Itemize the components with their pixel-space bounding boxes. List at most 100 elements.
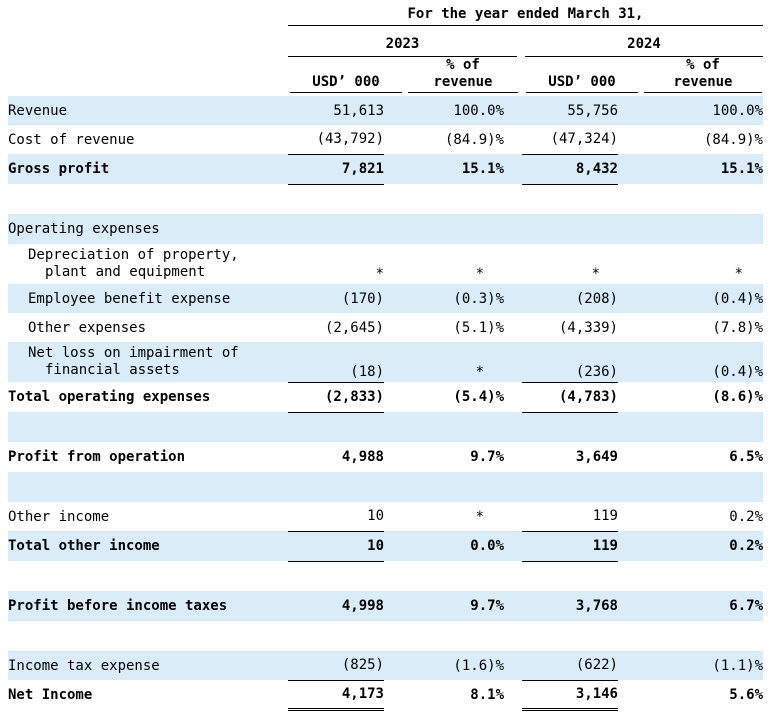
year-2024-header: 2024 bbox=[627, 36, 661, 52]
table-row: Gross profit 7,821 15.1% 8,432 15.1% bbox=[8, 154, 763, 185]
pct-2024: (0.4)% bbox=[636, 284, 763, 313]
spacer-row bbox=[8, 472, 763, 502]
row-label: Total other income bbox=[8, 531, 288, 561]
pct-2024: (7.8)% bbox=[712, 319, 763, 336]
value-2023: 10 bbox=[288, 531, 384, 562]
table-row: Total operating expenses (2,833) (5.4)% … bbox=[8, 382, 763, 413]
value-2023: 4,173 bbox=[288, 680, 384, 711]
pct-2024: (1.1)% bbox=[636, 651, 763, 680]
col-pct-2024: % of revenue bbox=[644, 57, 762, 91]
table-row: Other expenses (2,645) (5.1)% (4,339) (7… bbox=[8, 313, 763, 342]
value-2023: 10 bbox=[288, 502, 384, 532]
period-rule bbox=[288, 25, 763, 26]
value-2024: 3,146 bbox=[522, 680, 618, 711]
pct-2024: 0.2% bbox=[636, 531, 763, 561]
period-header: For the year ended March 31, bbox=[407, 6, 644, 22]
spacer-row bbox=[8, 412, 763, 442]
table-row: Operating expenses bbox=[8, 214, 763, 244]
row-label: Net Income bbox=[8, 686, 93, 703]
col-usd-2023-rule bbox=[290, 92, 402, 93]
spacer-row bbox=[8, 184, 763, 214]
row-label: Other income bbox=[8, 508, 110, 525]
pct-2023: 9.7% bbox=[402, 591, 504, 621]
value-2024: 8,432 bbox=[522, 154, 618, 185]
col-pct-2023: % of revenue bbox=[408, 57, 518, 91]
row-label: Other expenses bbox=[28, 319, 147, 336]
pct-2024: 0.2% bbox=[729, 508, 763, 525]
pct-2023: (84.9)% bbox=[444, 131, 504, 148]
table-row: Net Income 4,173 8.1% 3,146 5.6% bbox=[8, 680, 763, 711]
value-2024: 3,768 bbox=[522, 591, 618, 621]
value-2023: (170) bbox=[288, 284, 384, 313]
pct-2024: 5.6% bbox=[729, 686, 763, 703]
col-pct-2024-rule bbox=[644, 92, 762, 93]
pct-2023: 15.1% bbox=[402, 154, 504, 184]
value-2024: * bbox=[591, 266, 600, 282]
pct-2024: (0.4)% bbox=[636, 342, 763, 382]
year-2023-rule bbox=[288, 56, 517, 57]
pct-2024: 6.7% bbox=[636, 591, 763, 621]
row-label-line2: plant and equipment bbox=[45, 264, 206, 280]
pct-2023: (1.6)% bbox=[402, 651, 504, 680]
table-row: Other income 10 * 119 0.2% bbox=[8, 502, 763, 532]
col-usd-2024-rule bbox=[526, 92, 638, 93]
table-row: Total other income 10 0.0% 119 0.2% bbox=[8, 531, 763, 562]
table-row: Net loss on impairment of financial asse… bbox=[8, 342, 763, 383]
value-2023: * bbox=[375, 266, 384, 282]
table-row: Income tax expense (825) (1.6)% (622) (1… bbox=[8, 651, 763, 681]
spacer-row bbox=[8, 561, 763, 591]
value-2023: (2,645) bbox=[324, 319, 384, 336]
pct-2023: * bbox=[475, 508, 484, 525]
pct-2023: (5.4)% bbox=[453, 389, 504, 405]
pct-2023: 8.1% bbox=[470, 686, 504, 703]
year-2023-header: 2023 bbox=[385, 36, 420, 52]
value-2024: 119 bbox=[522, 531, 618, 562]
row-label-line2: financial assets bbox=[45, 362, 180, 378]
value-2023: (18) bbox=[288, 342, 384, 383]
table-row: Cost of revenue (43,792) (84.9)% (47,324… bbox=[8, 125, 763, 155]
value-2024: (4,339) bbox=[558, 319, 618, 336]
value-2024: 119 bbox=[522, 502, 618, 532]
table-row: Revenue 51,613 100.0% 55,756 100.0% bbox=[8, 96, 763, 125]
col-pct-2024-line1: % of bbox=[686, 57, 720, 73]
pct-2023: 100.0% bbox=[402, 96, 504, 125]
row-label: Depreciation of property, plant and equi… bbox=[8, 244, 288, 284]
value-2023: (2,833) bbox=[288, 382, 384, 413]
table-row: Depreciation of property, plant and equi… bbox=[8, 244, 763, 284]
pct-2024: 100.0% bbox=[636, 96, 763, 125]
row-label: Gross profit bbox=[8, 154, 288, 184]
row-label: Total operating expenses bbox=[8, 389, 211, 405]
table-row: Profit from operation 4,988 9.7% 3,649 6… bbox=[8, 442, 763, 472]
pct-2024: (8.6)% bbox=[712, 389, 763, 405]
pct-2023: 0.0% bbox=[402, 531, 504, 561]
pct-2024: 6.5% bbox=[729, 449, 763, 465]
spacer-row bbox=[8, 621, 763, 651]
statement-table: Revenue 51,613 100.0% 55,756 100.0% Cost… bbox=[8, 96, 763, 711]
value-2024: (208) bbox=[522, 284, 618, 313]
row-label: Cost of revenue bbox=[8, 131, 135, 148]
pct-2023: 9.7% bbox=[470, 449, 504, 465]
year-2024-rule bbox=[525, 56, 763, 57]
value-2024: 3,649 bbox=[575, 449, 618, 465]
row-label: Net loss on impairment of financial asse… bbox=[8, 342, 288, 382]
col-usd-2023: USD’ 000 bbox=[312, 74, 380, 90]
value-2023: (43,792) bbox=[288, 125, 384, 155]
value-2024: (622) bbox=[522, 651, 618, 681]
row-label: Employee benefit expense bbox=[8, 284, 288, 313]
pct-2023: * bbox=[402, 342, 504, 382]
col-pct-2023-rule bbox=[408, 92, 518, 93]
pct-2024: 15.1% bbox=[636, 154, 763, 184]
value-2023: 4,998 bbox=[288, 591, 384, 621]
pct-2024: * bbox=[734, 266, 743, 282]
value-2023: 51,613 bbox=[288, 96, 384, 125]
value-2024: 55,756 bbox=[522, 96, 618, 125]
pct-2023: (0.3)% bbox=[402, 284, 504, 313]
section-label: Operating expenses bbox=[8, 214, 763, 244]
value-2023: (825) bbox=[288, 651, 384, 681]
value-2024: (4,783) bbox=[522, 382, 618, 413]
table-row: Employee benefit expense (170) (0.3)% (2… bbox=[8, 284, 763, 313]
row-label: Profit before income taxes bbox=[8, 591, 288, 621]
pct-2024: (84.9)% bbox=[703, 131, 763, 148]
pct-2023: (5.1)% bbox=[453, 319, 504, 336]
